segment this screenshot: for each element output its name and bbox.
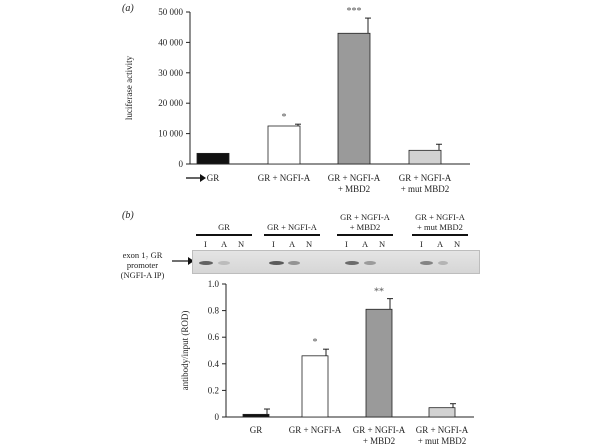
y-tick-label: 10 000	[158, 129, 183, 139]
y-tick-label: 1.0	[208, 279, 220, 289]
category-label: GR	[250, 425, 263, 435]
y-tick-label: 0.2	[208, 385, 219, 395]
gel-row-label: exon 1₇ GR promoter (NGFI-A IP)	[100, 250, 185, 280]
gel-band	[364, 261, 376, 265]
gel-group-underline	[196, 234, 252, 236]
gel-lane-letter: A	[289, 239, 296, 249]
gel-lane-letter: I	[204, 239, 207, 249]
y-tick-label: 0	[179, 159, 184, 169]
gel-band	[218, 261, 230, 265]
bar	[337, 32, 371, 165]
panel-b-label: (b)	[122, 210, 134, 221]
gel-group-label-line: GR	[218, 222, 230, 232]
y-tick-label: 20 000	[158, 98, 183, 108]
gel-group-underline	[337, 234, 393, 236]
gel-band	[288, 261, 300, 265]
category-label: + mut MBD2	[418, 436, 467, 446]
significance-label: **	[374, 287, 384, 298]
bar	[196, 152, 230, 165]
y-tick-label: 40 000	[158, 37, 183, 47]
category-label: + mut MBD2	[401, 184, 450, 194]
gel-row-label-line: promoter	[126, 260, 159, 270]
bar	[242, 413, 270, 418]
gel-row-label-line: (NGFI-A IP)	[120, 270, 165, 280]
gel-group-label-line: GR + NGFI-A	[267, 222, 317, 232]
significance-label: *	[313, 337, 318, 348]
significance-label: ***	[347, 6, 362, 17]
gel-lane-letter: N	[379, 239, 386, 249]
gel-band	[345, 261, 359, 265]
gel-group-label-line: + mut MBD2	[417, 222, 463, 232]
category-label: GR + NGFI-A	[353, 425, 406, 435]
y-tick-label: 0.6	[208, 332, 220, 342]
bar	[301, 355, 329, 418]
gel-lane-letter: N	[454, 239, 461, 249]
gel-group-label: GR + NGFI-A + mut MBD2	[395, 212, 485, 232]
rod-chart: 0 0.2 0.4 0.6 0.8 1.0 antibody/input (ROD) GR * G…	[180, 279, 474, 446]
category-arrow-head-icon	[200, 174, 206, 182]
gel-lane-letter: A	[437, 239, 444, 249]
y-tick-label: 0.4	[208, 359, 220, 369]
gel-group-label-line: + MBD2	[349, 222, 381, 232]
gel-group-label: GR + NGFI-A + MBD2	[320, 212, 410, 232]
gel-band	[420, 261, 433, 265]
gel-group-label: GR	[179, 222, 269, 232]
category-label: GR + NGFI-A	[258, 173, 311, 183]
bar	[428, 407, 456, 418]
bar	[365, 308, 393, 418]
gel-lane-letter: A	[362, 239, 369, 249]
gel-lane-letter: I	[272, 239, 275, 249]
y-tick-label: 0	[215, 412, 220, 422]
gel-lane-letter: A	[221, 239, 228, 249]
gel-image	[192, 250, 480, 274]
gel-lane-letter: N	[238, 239, 245, 249]
category-label: GR + NGFI-A	[399, 173, 452, 183]
panel-a-label: (a)	[122, 3, 134, 14]
y-tick-label: 0.8	[208, 306, 220, 316]
luciferase-chart: 0 10 000 20 000 30 000 40 000 50 000 luciferas…	[124, 6, 470, 194]
gel-group-label: GR + NGFI-A	[247, 222, 337, 232]
gel-lane-letter: N	[306, 239, 313, 249]
category-label: GR	[207, 173, 220, 183]
bar	[408, 149, 442, 165]
gel-lane-letter: I	[420, 239, 423, 249]
y-axis-label: antibody/input (ROD)	[180, 311, 190, 391]
category-label: GR + NGFI-A	[289, 425, 342, 435]
category-label: + MBD2	[363, 436, 395, 446]
gel-band	[438, 261, 448, 265]
gel-group-underline	[412, 234, 468, 236]
gel-group-label-line: GR + NGFI-A	[340, 212, 390, 222]
category-label: GR + NGFI-A	[328, 173, 381, 183]
category-label: GR + NGFI-A	[416, 425, 469, 435]
gel-band	[199, 261, 213, 265]
gel-lane-letter: I	[345, 239, 348, 249]
y-axis-label: luciferase activity	[124, 55, 134, 120]
gel-group-underline	[264, 234, 320, 236]
gel-group-label-line: GR + NGFI-A	[415, 212, 465, 222]
bar	[267, 125, 301, 165]
y-tick-label: 30 000	[158, 68, 183, 78]
significance-label: *	[282, 112, 287, 123]
y-tick-label: 50 000	[158, 7, 183, 17]
category-label: + MBD2	[338, 184, 370, 194]
gel-band	[269, 261, 284, 265]
gel-row-arrow-icon	[172, 257, 194, 265]
gel-row-label-line: exon 1₇ GR	[122, 250, 163, 260]
